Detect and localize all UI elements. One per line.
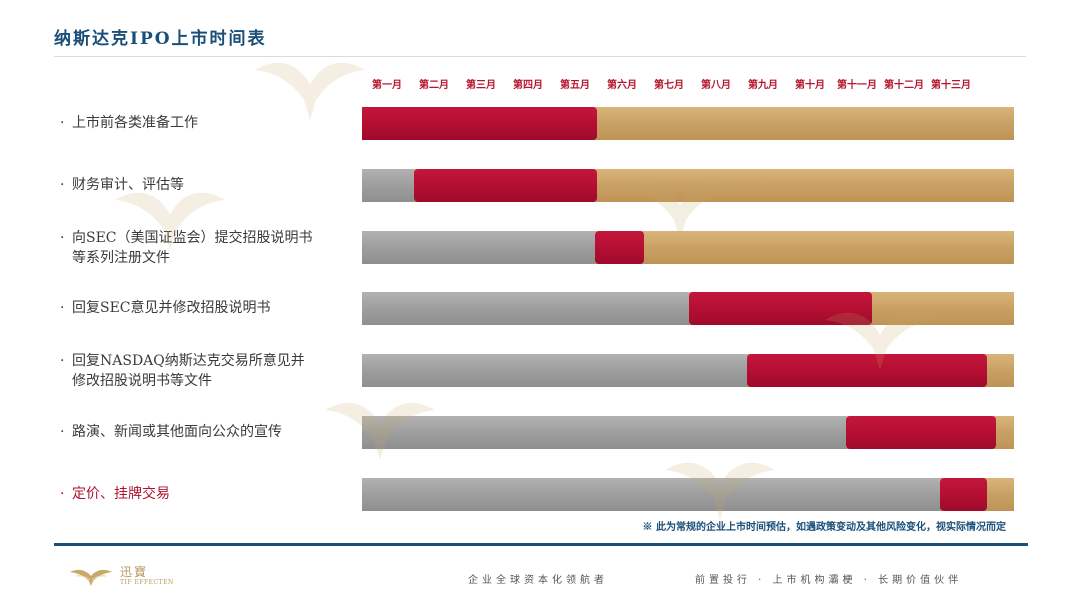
task-label: · 财务审计、评估等 bbox=[60, 175, 350, 195]
month-label: 第七月 bbox=[654, 80, 684, 91]
task-label-text: 回复NASDAQ纳斯达克交易所意见并 修改招股说明书等文件 bbox=[72, 353, 305, 389]
task-label: · 定价、挂牌交易 bbox=[60, 484, 350, 504]
bullet-icon: · bbox=[60, 300, 65, 316]
bullet-icon: · bbox=[60, 177, 65, 193]
eagle-logo-icon bbox=[70, 569, 112, 586]
task-label: · 回复NASDAQ纳斯达克交易所意见并 修改招股说明书等文件 bbox=[60, 351, 350, 391]
month-label: 第五月 bbox=[560, 80, 590, 91]
active-segment bbox=[846, 416, 997, 449]
timeline-bar bbox=[362, 354, 1014, 387]
month-label: 第一月 bbox=[372, 80, 402, 91]
bullet-icon: · bbox=[60, 115, 65, 131]
footnote: ※ 此为常规的企业上市时间预估，如遇政策变动及其他风险变化，视实际情况而定 bbox=[642, 522, 1006, 533]
footer-slogan-right: 前置投行 · 上市机构灞梗 · 长期价值伙伴 bbox=[695, 575, 963, 586]
timeline-bar bbox=[362, 107, 1014, 140]
active-segment bbox=[688, 292, 872, 325]
month-label: 第十三月 bbox=[931, 80, 971, 91]
task-label-text: 路演、新闻或其他面向公众的宣传 bbox=[72, 424, 282, 440]
logo-chinese-name: 迅寶 bbox=[120, 565, 149, 579]
task-label: · 路演、新闻或其他面向公众的宣传 bbox=[60, 422, 350, 442]
month-label: 第二月 bbox=[419, 80, 449, 91]
task-label: · 回复SEC意见并修改招股说明书 bbox=[60, 298, 350, 318]
bullet-icon: · bbox=[60, 353, 65, 369]
month-label: 第十月 bbox=[795, 80, 825, 91]
completed-segment bbox=[362, 231, 595, 264]
month-label: 第九月 bbox=[748, 80, 778, 91]
month-label: 第八月 bbox=[701, 80, 731, 91]
logo-english-name: TIF EFFECTEN bbox=[120, 579, 174, 586]
timeline-bar bbox=[362, 231, 1014, 264]
month-header: 第一月 第二月 第三月 第四月 第五月 第六月 第七月 第八月 第九月 第十月 第十一月 第十二月 第十… bbox=[363, 76, 1014, 91]
task-label: · 向SEC（美国证监会）提交招股说明书 等系列注册文件 bbox=[60, 228, 350, 268]
completed-segment bbox=[362, 478, 941, 511]
timeline-bar bbox=[362, 169, 1014, 202]
month-label: 第十二月 bbox=[884, 80, 924, 91]
footer-logo: 迅寶 TIF EFFECTEN bbox=[68, 562, 173, 590]
task-label-text: 回复SEC意见并修改招股说明书 bbox=[72, 300, 271, 316]
active-segment bbox=[413, 169, 597, 202]
active-segment bbox=[362, 107, 597, 140]
bullet-icon: · bbox=[60, 230, 65, 246]
task-label: · 上市前各类准备工作 bbox=[60, 113, 350, 133]
title-divider bbox=[54, 56, 1026, 57]
footer-divider bbox=[54, 543, 1028, 546]
task-label-text: 定价、挂牌交易 bbox=[72, 486, 170, 502]
timeline-bar bbox=[362, 292, 1014, 325]
page-title: 纳斯达克IPO上市时间表 bbox=[54, 29, 267, 49]
month-label: 第十一月 bbox=[837, 80, 877, 91]
completed-segment bbox=[362, 416, 847, 449]
month-label: 第三月 bbox=[466, 80, 496, 91]
bullet-icon: · bbox=[60, 424, 65, 440]
completed-segment bbox=[362, 169, 414, 202]
active-segment bbox=[747, 354, 988, 387]
timeline-bar bbox=[362, 416, 1014, 449]
timeline-bar bbox=[362, 478, 1014, 511]
task-label-text: 上市前各类准备工作 bbox=[72, 115, 198, 131]
completed-segment bbox=[362, 354, 748, 387]
month-label: 第四月 bbox=[513, 80, 543, 91]
active-segment bbox=[594, 231, 644, 264]
completed-segment bbox=[362, 292, 689, 325]
footer-slogan-left: 企业全球资本化领航者 bbox=[468, 575, 608, 586]
task-label-text: 财务审计、评估等 bbox=[72, 177, 184, 193]
active-segment bbox=[940, 478, 988, 511]
month-label: 第六月 bbox=[607, 80, 637, 91]
task-label-text: 向SEC（美国证监会）提交招股说明书 等系列注册文件 bbox=[72, 230, 313, 266]
bullet-icon: · bbox=[60, 486, 65, 502]
